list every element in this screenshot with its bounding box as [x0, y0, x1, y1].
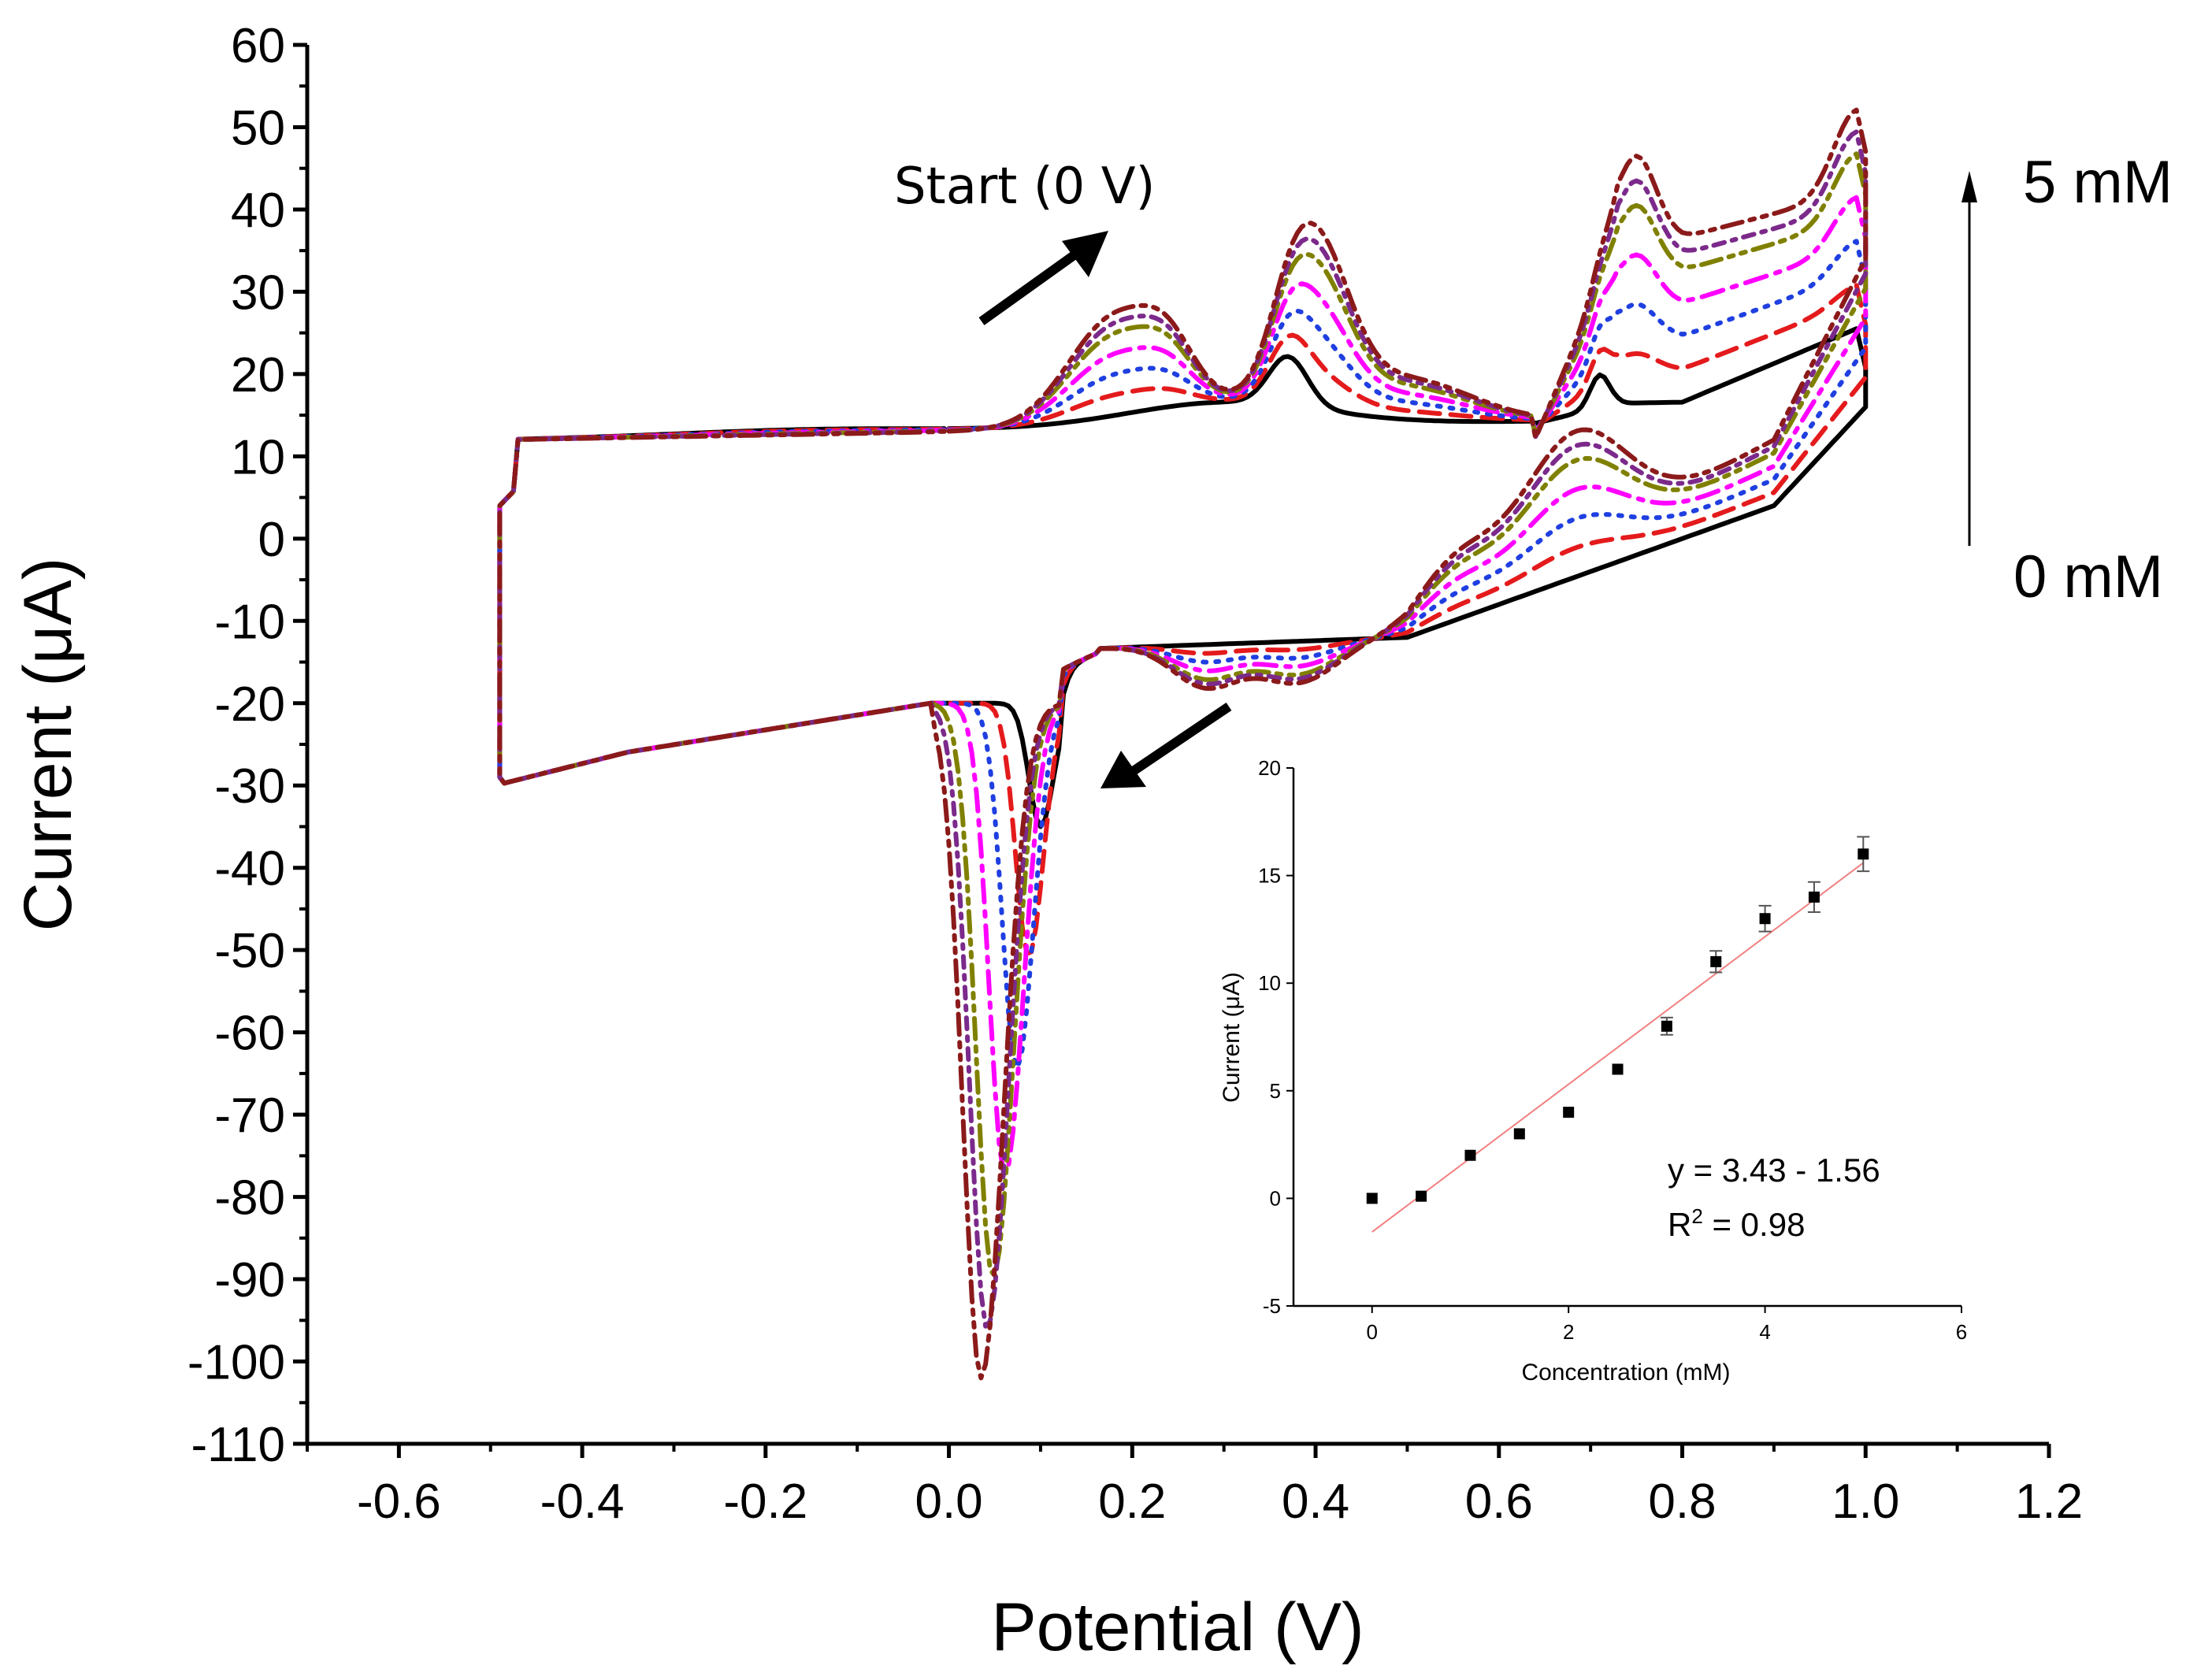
- inset-y-tick-label: 0: [1270, 1186, 1281, 1210]
- main-y-tick-label: -100: [187, 1336, 285, 1390]
- inset-data-point: [1464, 1149, 1476, 1161]
- inset-data-point: [1366, 1193, 1378, 1204]
- inset-y-tick-label: 5: [1270, 1079, 1281, 1103]
- inset-y-ticks: 20 15 10 5 0 -5: [1258, 756, 1293, 1318]
- inset-y-tick-label: 15: [1258, 864, 1281, 888]
- main-y-tick-label: 0: [258, 513, 285, 567]
- main-x-ticks: -0.6 -0.4 -0.2 0.0 0.2 0.4 0.6 0.8 1.0 1.2: [306, 1444, 2083, 1529]
- inset-data-point: [1661, 1020, 1672, 1032]
- inset-data-point: [1759, 913, 1771, 925]
- main-y-tick-label: 50: [231, 101, 285, 155]
- cv-curves: [497, 107, 1869, 1381]
- main-y-tick-label: -30: [214, 759, 285, 814]
- start-arrow: [978, 231, 1108, 325]
- concentration-arrow: [1961, 171, 1977, 546]
- concentration-low-label: 0 mM: [2013, 543, 2163, 610]
- inset-data-point: [1563, 1107, 1575, 1118]
- inset-x-ticks: 0 2 4 6: [1367, 1306, 1967, 1344]
- main-y-tick-label: -50: [214, 924, 285, 978]
- r-squared-value: = 0.98: [1703, 1206, 1806, 1243]
- cv-series-line: [497, 282, 1869, 956]
- inset-data-points: [1366, 836, 1870, 1204]
- inset-x-tick-label: 0: [1367, 1320, 1378, 1344]
- inset-data-point: [1808, 891, 1820, 903]
- inset-fit-line: [1371, 862, 1864, 1233]
- concentration-high-label: 5 mM: [2023, 149, 2173, 216]
- main-y-tick-label: -60: [214, 1007, 285, 1061]
- inset-y-tick-label: 20: [1258, 756, 1281, 780]
- main-y-tick-label: -90: [214, 1253, 285, 1308]
- r-squared: R2 = 0.98: [1668, 1204, 1805, 1243]
- main-y-tick-label: -10: [214, 595, 285, 649]
- main-x-tick-label: -0.2: [723, 1475, 807, 1529]
- inset-x-tick-label: 6: [1956, 1320, 1967, 1344]
- main-x-axis-label: Potential (V): [991, 1590, 1364, 1665]
- main-y-tick-label: -80: [214, 1171, 285, 1226]
- inset-y-tick-label: 10: [1258, 971, 1281, 995]
- main-y-tick-label: -20: [214, 677, 285, 732]
- main-y-tick-label: 30: [231, 265, 285, 320]
- main-y-ticks: 60 50 40 30 20 10 0 -10 -20 -30 -40 -50 -60 -70 -80 -90…: [187, 19, 307, 1472]
- main-y-tick-label: -70: [214, 1089, 285, 1143]
- main-x-tick-label: -0.4: [540, 1475, 625, 1529]
- inset-calibration-chart: 20 15 10 5 0 -5 0 2 4 6 Concentration (mM) Curre…: [1219, 756, 1967, 1386]
- inset-x-axis-label: Concentration (mM): [1521, 1360, 1730, 1386]
- main-y-axis-label: Current (μA): [10, 558, 86, 932]
- main-x-tick-label: 0.0: [915, 1475, 982, 1529]
- main-y-tick-label: -40: [214, 842, 285, 896]
- inset-y-axis-label: Current (μA): [1219, 972, 1245, 1103]
- inset-y-tick-label: -5: [1263, 1294, 1281, 1318]
- inset-data-point: [1710, 955, 1722, 967]
- inset-data-point: [1858, 848, 1869, 860]
- main-y-tick-label: 20: [231, 348, 285, 402]
- cv-series-line: [497, 326, 1869, 829]
- inset-data-point: [1612, 1063, 1624, 1075]
- main-y-tick-label: 10: [231, 430, 285, 484]
- main-x-tick-label: 1.0: [1832, 1475, 1899, 1529]
- reverse-scan-arrow: [1100, 703, 1232, 788]
- main-x-tick-label: 0.8: [1648, 1475, 1716, 1529]
- main-y-tick-label: 40: [231, 184, 285, 238]
- inset-x-tick-label: 4: [1759, 1320, 1770, 1344]
- main-x-tick-label: 0.6: [1465, 1475, 1533, 1529]
- inset-axes: [1292, 768, 1961, 1308]
- cv-series-line: [497, 107, 1869, 1381]
- main-x-tick-label: 0.2: [1098, 1475, 1166, 1529]
- main-x-tick-label: 1.2: [2015, 1475, 2083, 1529]
- main-y-tick-label: 60: [231, 19, 285, 73]
- inset-data-point: [1513, 1128, 1525, 1140]
- r-squared-superscript: 2: [1691, 1204, 1702, 1228]
- inset-data-point: [1416, 1190, 1427, 1202]
- main-x-tick-label: 0.4: [1282, 1475, 1349, 1529]
- fit-equation: y = 3.43 - 1.56: [1668, 1152, 1880, 1189]
- r-squared-prefix: R: [1668, 1206, 1691, 1243]
- main-y-tick-label: -110: [191, 1418, 286, 1472]
- main-cv-chart: 6050403020100-10-20-30-40-50-60-70-80-90…: [10, 19, 2173, 1665]
- main-x-tick-label: -0.6: [357, 1475, 441, 1529]
- start-label: Start (0 V): [894, 158, 1155, 216]
- cv-series-line: [497, 129, 1869, 1329]
- inset-x-tick-label: 2: [1563, 1320, 1574, 1344]
